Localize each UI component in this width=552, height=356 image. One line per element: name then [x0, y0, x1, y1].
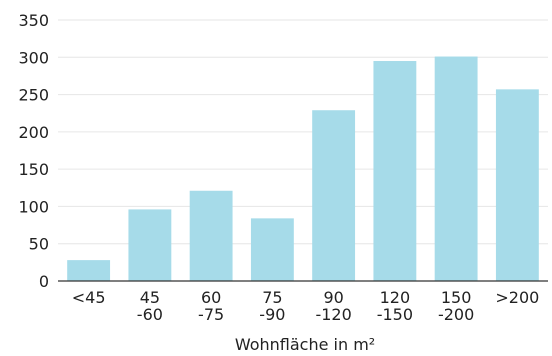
y-tick-label: 300	[18, 48, 49, 67]
x-tick-label: -75	[198, 305, 224, 324]
x-axis-title: Wohnfläche in m²	[235, 335, 375, 354]
y-tick-label: 150	[18, 160, 49, 179]
y-axis-ticks: 0 50 100 150 200 250 300 350	[18, 11, 49, 291]
bar-series	[67, 56, 539, 282]
y-tick-label: 0	[39, 272, 49, 291]
x-tick-label: -150	[377, 305, 413, 324]
x-tick-label: 75	[262, 288, 282, 307]
y-tick-label: 100	[18, 197, 49, 216]
y-tick-label: 200	[18, 123, 49, 142]
bar	[250, 218, 294, 281]
gridlines	[58, 19, 548, 245]
bar	[67, 260, 111, 281]
x-tick-label: -120	[315, 305, 351, 324]
bar	[312, 110, 356, 281]
y-tick-label: 50	[29, 235, 49, 254]
x-tick-label: -60	[137, 305, 163, 324]
x-tick-label: 60	[201, 288, 221, 307]
x-tick-label: >200	[495, 288, 539, 307]
bar	[495, 89, 539, 281]
x-tick-label: 120	[380, 288, 411, 307]
bar	[189, 190, 233, 281]
x-axis-ticks: <45 45-60 60-75 75-90 90-120 120-150 150-200 >2…	[72, 288, 540, 324]
bar	[373, 61, 417, 282]
x-tick-label: -200	[438, 305, 474, 324]
x-tick-label: -90	[259, 305, 285, 324]
x-tick-label: <45	[72, 288, 106, 307]
x-tick-label: 45	[140, 288, 160, 307]
x-tick-label: 150	[441, 288, 472, 307]
bar	[128, 209, 172, 281]
bar	[434, 56, 478, 281]
x-tick-label: 90	[323, 288, 343, 307]
y-tick-label: 350	[18, 11, 49, 30]
y-tick-label: 250	[18, 86, 49, 105]
